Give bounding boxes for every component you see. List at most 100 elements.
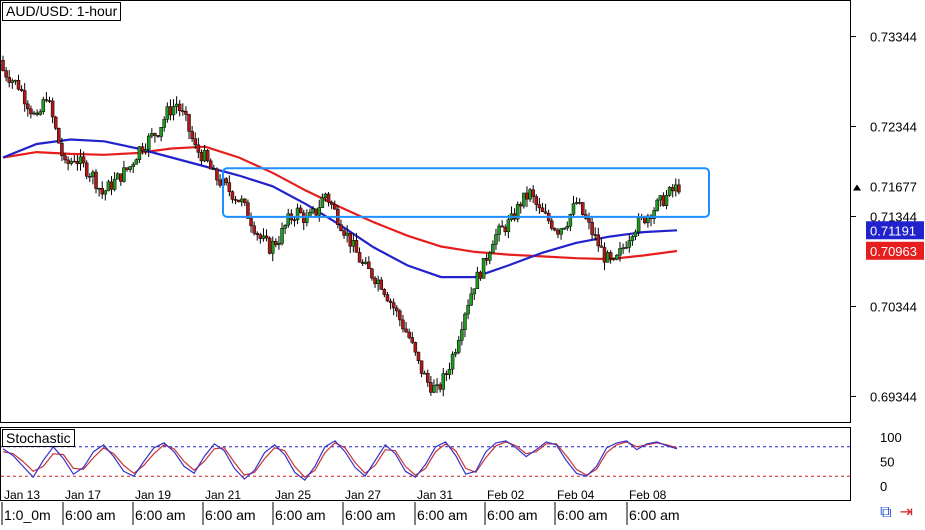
candle-body [593,234,597,236]
candle-body [364,261,368,264]
candle-body [488,252,492,261]
candle-body [19,89,24,91]
candle-body [497,225,501,235]
candle-body [236,199,241,203]
x-time-label: 6:00 am [557,507,608,523]
candle-body [258,234,263,239]
candle-body [674,184,678,192]
x-date-label: Feb 04 [557,488,595,502]
y-tick-label: 0.73344 [870,30,917,45]
candle-body [429,382,433,393]
candle-body [658,195,663,201]
candle-body [10,80,15,83]
candle-body [4,70,8,78]
candle-body [540,207,545,213]
candle-body [125,167,129,170]
candle-body [22,90,27,105]
x-date-label: Jan 17 [65,488,101,502]
candle-body [119,173,123,182]
candle-body [599,245,604,248]
candle-body [469,293,473,306]
main-plot-frame [0,0,851,423]
candle-body [553,228,557,231]
candle-body [556,229,560,235]
candle-body [432,385,436,393]
range-box [222,167,710,218]
link-icon[interactable]: ⧉ [880,504,892,521]
candle-body [128,166,132,170]
candle-body [608,252,613,259]
y-tick-label: 0.71344 [870,209,917,224]
candle-body [438,384,442,390]
candle-body [426,372,430,383]
candle-body [156,135,160,137]
candle-body [342,230,346,236]
candle-body [168,106,173,116]
candle-body [385,294,390,302]
candle-body [345,232,349,236]
candle-body [215,168,219,181]
candle-body [38,111,42,115]
candle-body [577,202,582,204]
price-label-bg [866,177,924,196]
candle-body [277,243,281,245]
candle-body [162,119,166,128]
candle-body [239,198,244,203]
candle-body [81,156,86,164]
candle-body [494,234,498,245]
price-label-bg [866,241,924,260]
candle-body [605,252,610,263]
candle-body [50,100,55,118]
candle-body [537,204,542,209]
candle-body [199,152,204,162]
stochastic-tick-label: 0 [880,479,887,494]
candle-body [218,179,222,186]
candle-body [543,211,548,214]
x-date-label: Jan 19 [135,488,171,502]
candle-body [208,160,213,170]
candle-body [565,226,570,229]
candle-body [106,181,111,192]
candle-body [484,258,489,261]
candle-body [478,271,483,279]
candle-body [460,329,464,341]
candle-body [525,192,529,200]
candle-body [233,199,238,201]
candle-body [441,373,446,390]
candle-body [150,133,154,137]
candle-body [472,288,477,295]
candle-body [75,161,80,165]
candle-body [190,131,194,139]
candle-body [395,307,399,312]
candle-body [466,304,470,315]
candle-body [677,184,681,193]
chart-title: AUD/USD: 1-hour [2,2,122,21]
candle-body [227,182,232,192]
candle-body [587,218,591,223]
candle-body [174,103,179,107]
y-tick-label: 0.70344 [870,299,917,314]
candle-body [137,146,142,160]
candle-body [196,144,201,153]
candle-body [224,178,228,183]
candle-body [670,187,675,192]
candle-body [550,220,554,229]
candle-body [246,202,250,219]
candle-body [621,247,625,250]
candle-body [401,319,405,330]
x-time-label: 6:00 am [345,507,396,523]
candle-body [416,351,421,361]
candle-body [655,199,659,211]
candle-body [481,258,486,279]
candle-body [506,219,511,233]
candle-body [463,313,467,330]
candle-body [444,373,449,375]
candle-body [379,279,384,290]
candle-body [298,207,303,214]
arrow-icon[interactable]: ⇥ [899,504,913,521]
candle-body [243,198,247,203]
candle-body [270,240,275,254]
x-time-label: 6:00 am [275,507,326,523]
candle-body [360,261,365,264]
candle-body [323,193,328,199]
